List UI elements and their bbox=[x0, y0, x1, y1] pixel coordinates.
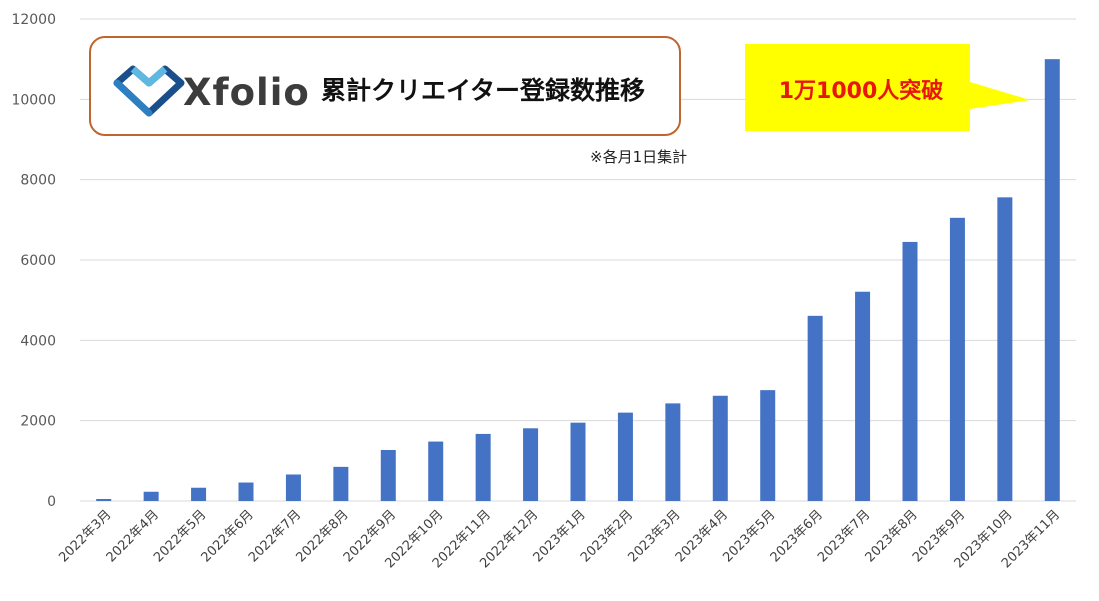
bar-2023年6月 bbox=[807, 315, 823, 501]
bar-2023年7月 bbox=[855, 291, 871, 501]
bar-2022年10月 bbox=[428, 441, 444, 501]
bar-2023年10月 bbox=[997, 197, 1013, 501]
x-axis-tick-labels: 2022年3月2022年4月2022年5月2022年6月2022年7月2022年… bbox=[56, 507, 1063, 571]
aggregation-note: ※各月1日集計 bbox=[590, 148, 688, 166]
y-tick-label: 8000 bbox=[20, 173, 56, 189]
y-axis-tick-labels: 0 2000 4000 6000 8000 10000 12000 bbox=[11, 12, 56, 510]
bars bbox=[96, 59, 1060, 502]
bar-2023年5月 bbox=[760, 390, 776, 501]
bar-2022年11月 bbox=[475, 433, 491, 501]
callout-text: 1万1000人突破 bbox=[778, 79, 944, 104]
y-tick-label: 10000 bbox=[11, 92, 56, 108]
bar-2023年8月 bbox=[902, 241, 918, 502]
heart-diamond-logo-icon bbox=[113, 65, 185, 117]
bar-2023年3月 bbox=[665, 403, 681, 501]
y-tick-label: 0 bbox=[47, 494, 56, 510]
bar-2022年12月 bbox=[523, 428, 539, 501]
bar-2023年11月 bbox=[1044, 59, 1060, 502]
bar-2022年4月 bbox=[143, 491, 159, 501]
y-tick-label: 2000 bbox=[20, 414, 56, 430]
bar-2022年6月 bbox=[238, 482, 254, 501]
bar-2023年2月 bbox=[617, 412, 633, 501]
y-tick-label: 6000 bbox=[20, 253, 56, 269]
bar-2022年8月 bbox=[333, 466, 349, 501]
logo-text: Xfolio bbox=[183, 71, 310, 114]
y-tick-label: 12000 bbox=[11, 12, 56, 28]
title-box: Xfolio 累計クリエイター登録数推移 bbox=[89, 36, 681, 136]
bar-2022年7月 bbox=[285, 474, 301, 501]
bar-2023年9月 bbox=[949, 217, 965, 501]
bar-2022年9月 bbox=[380, 449, 396, 501]
bar-2023年1月 bbox=[570, 422, 586, 501]
bar-2023年4月 bbox=[712, 395, 728, 501]
y-tick-label: 4000 bbox=[20, 333, 56, 349]
chart-title: 累計クリエイター登録数推移 bbox=[321, 76, 646, 105]
bar-2022年5月 bbox=[191, 487, 207, 501]
callout-bubble bbox=[745, 44, 1030, 131]
bar-2022年3月 bbox=[96, 498, 112, 501]
